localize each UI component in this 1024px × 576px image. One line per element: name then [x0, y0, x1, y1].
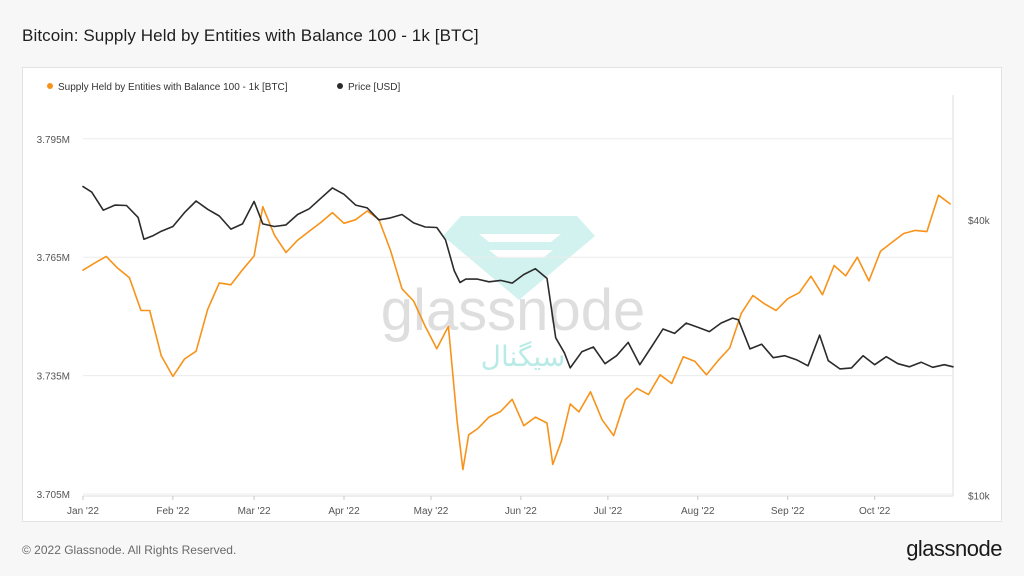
y-left-tick-label: 3.705M [37, 490, 70, 501]
series-line-price [82, 185, 954, 370]
chart-svg: glassnode سیگنال 3.705M 3.735M 3.765M 3.795… [37, 82, 991, 517]
x-tick-label: Aug '22 [681, 506, 715, 517]
x-tick-label: Jun '22 [505, 506, 537, 517]
series-group [82, 185, 954, 471]
right-axis: $10k $40k [968, 216, 991, 502]
legend: Supply Held by Entities with Balance 100… [47, 82, 400, 93]
x-tick-label: Mar '22 [238, 506, 271, 517]
x-tick-label: May '22 [414, 506, 449, 517]
grid-lines [83, 95, 954, 497]
x-tick-label: Sep '22 [771, 506, 805, 517]
series-line-supply [82, 194, 951, 471]
footer-copyright: © 2022 Glassnode. All Rights Reserved. [22, 543, 237, 557]
x-axis: Jan '22 Feb '22 Mar '22 Apr '22 May '22 Jun '… [67, 496, 891, 517]
watermark-arabic-text: سیگنال [481, 340, 566, 372]
x-tick-label: Jul '22 [594, 506, 623, 517]
legend-label-supply: Supply Held by Entities with Balance 100… [58, 82, 288, 93]
y-left-tick-label: 3.795M [37, 135, 70, 146]
legend-label-price: Price [USD] [348, 82, 400, 93]
footer-brand-logo: glassnode [906, 536, 1002, 561]
y-left-tick-label: 3.735M [37, 372, 70, 383]
x-tick-label: Jan '22 [67, 506, 99, 517]
legend-marker-price [337, 83, 343, 89]
chart-card: glassnode سیگنال 3.705M 3.735M 3.765M 3.795… [22, 67, 1002, 522]
y-left-tick-label: 3.765M [37, 253, 70, 264]
page-title: Bitcoin: Supply Held by Entities with Ba… [22, 26, 479, 45]
x-tick-label: Apr '22 [328, 506, 360, 517]
legend-marker-supply [47, 83, 53, 89]
watermark-logo-icon [443, 216, 595, 300]
y-right-tick-label: $10k [968, 491, 991, 502]
watermark-brand-text: glassnode [381, 278, 645, 343]
x-tick-label: Oct '22 [859, 506, 891, 517]
x-tick-label: Feb '22 [156, 506, 189, 517]
left-axis: 3.705M 3.735M 3.765M 3.795M [37, 135, 70, 501]
y-right-tick-label: $40k [968, 216, 991, 227]
